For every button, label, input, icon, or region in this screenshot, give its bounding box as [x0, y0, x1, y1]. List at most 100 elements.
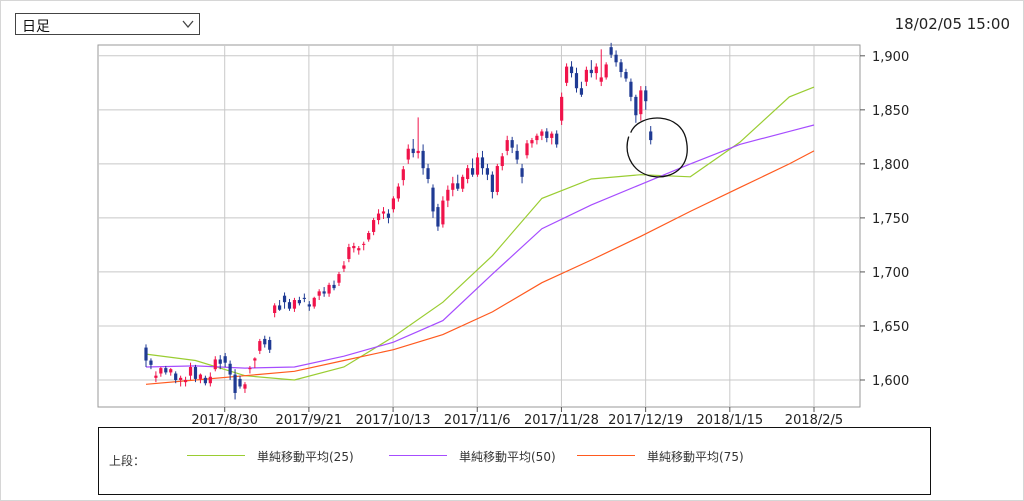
candle-body	[555, 133, 559, 145]
candle-body	[292, 300, 297, 309]
y-tick-label: 1,800	[872, 158, 909, 173]
candle-body	[233, 374, 237, 393]
candle-body	[550, 133, 554, 138]
candle-body	[203, 377, 207, 384]
candle-body	[401, 169, 405, 181]
candlestick-chart: 1,600 1,650 1,700 1,750 1,800 1,850 1,900 2017/…	[97, 42, 909, 425]
candle-body	[466, 168, 470, 179]
y-tick-label: 1,750	[872, 212, 909, 227]
candle-body	[159, 368, 163, 374]
candle-body	[564, 66, 569, 83]
candle-body	[347, 247, 351, 259]
candle-body	[193, 367, 198, 379]
candle-body	[322, 291, 326, 294]
candle-body	[164, 368, 168, 373]
x-tick-label: 2018/1/15	[696, 413, 763, 425]
candle-body	[149, 360, 153, 365]
chevron-down-icon	[182, 20, 194, 29]
legend-swatch-sma50	[389, 455, 447, 456]
candle-body	[258, 341, 262, 351]
sma-line-50	[145, 124, 815, 369]
candle-body	[525, 143, 529, 156]
legend-swatch-sma25	[187, 455, 245, 456]
candle-body	[198, 374, 203, 379]
candle-body	[243, 384, 247, 389]
candle-body	[183, 379, 188, 383]
legend-label-sma50: 単純移動平均(50)	[459, 450, 556, 464]
candle-body	[475, 157, 480, 175]
y-tick-label: 1,650	[872, 320, 909, 335]
candle-body	[278, 305, 282, 310]
candle-body	[376, 213, 381, 221]
candle-body	[584, 69, 588, 82]
candle-body	[609, 47, 613, 55]
candle-body	[282, 295, 287, 303]
candle-body	[342, 265, 346, 269]
candle-body	[480, 157, 485, 169]
candle-body	[218, 359, 222, 364]
candle-body	[421, 150, 425, 169]
candle-body	[594, 66, 598, 74]
candle-body	[332, 284, 336, 289]
candle-body	[406, 148, 410, 160]
period-select-value: 日足	[22, 19, 50, 35]
candle-body	[436, 207, 440, 227]
candle-body	[213, 359, 217, 370]
candle-body	[228, 363, 232, 375]
candle-body	[490, 174, 494, 192]
candle-body	[287, 302, 292, 309]
candle-body	[545, 131, 549, 138]
legend-swatch-sma75	[577, 455, 635, 456]
candle-body	[569, 66, 574, 74]
candle-body	[144, 347, 148, 361]
candle-body	[174, 373, 178, 380]
candle-body	[317, 291, 321, 296]
candle-body	[367, 233, 371, 240]
annotation-circle	[626, 117, 688, 178]
candle-body	[574, 73, 579, 89]
candle-body	[238, 378, 242, 387]
candle-body	[485, 168, 490, 175]
candle-body	[644, 90, 648, 102]
candle-body	[589, 69, 593, 74]
candle-body	[169, 369, 173, 373]
y-tick-label: 1,850	[872, 104, 909, 119]
candle-body	[629, 81, 633, 97]
candle-body	[268, 340, 272, 350]
candle-body	[263, 338, 267, 345]
x-tick-label: 2017/8/30	[191, 413, 258, 425]
candle-body	[451, 183, 455, 190]
sma-line-25	[145, 86, 815, 381]
candle-body	[515, 150, 519, 160]
x-tick-label: 2017/10/13	[356, 413, 431, 425]
candle-body	[416, 150, 420, 154]
candle-body	[411, 148, 415, 154]
x-tick-label: 2017/12/19	[608, 413, 683, 425]
x-tick-label: 2017/9/21	[276, 413, 343, 425]
candle-body	[302, 297, 306, 299]
candle-body	[520, 168, 524, 177]
candle-body	[179, 377, 183, 380]
candle-body	[495, 166, 499, 192]
candle-body	[530, 140, 534, 144]
candle-body	[461, 176, 465, 189]
candle-body	[510, 140, 514, 148]
legend-prefix: 上段：	[109, 454, 146, 468]
y-tick-label: 1,900	[872, 50, 909, 65]
x-tick-label: 2017/11/6	[444, 413, 511, 425]
candle-body	[456, 183, 460, 189]
candle-body	[362, 243, 366, 245]
candle-body	[154, 375, 158, 378]
candle-body	[634, 96, 638, 116]
x-tick-label: 2018/2/5	[785, 413, 843, 425]
candle-body	[505, 140, 509, 151]
candle-body	[253, 358, 257, 361]
candle-body	[372, 220, 376, 232]
y-tick-label: 1,600	[872, 374, 909, 389]
candle-body	[579, 88, 584, 95]
candle-body	[431, 187, 435, 212]
candle-body	[312, 297, 316, 307]
period-select[interactable]: 日足	[15, 13, 200, 35]
candle-body	[352, 245, 356, 249]
candle-body	[386, 213, 391, 218]
